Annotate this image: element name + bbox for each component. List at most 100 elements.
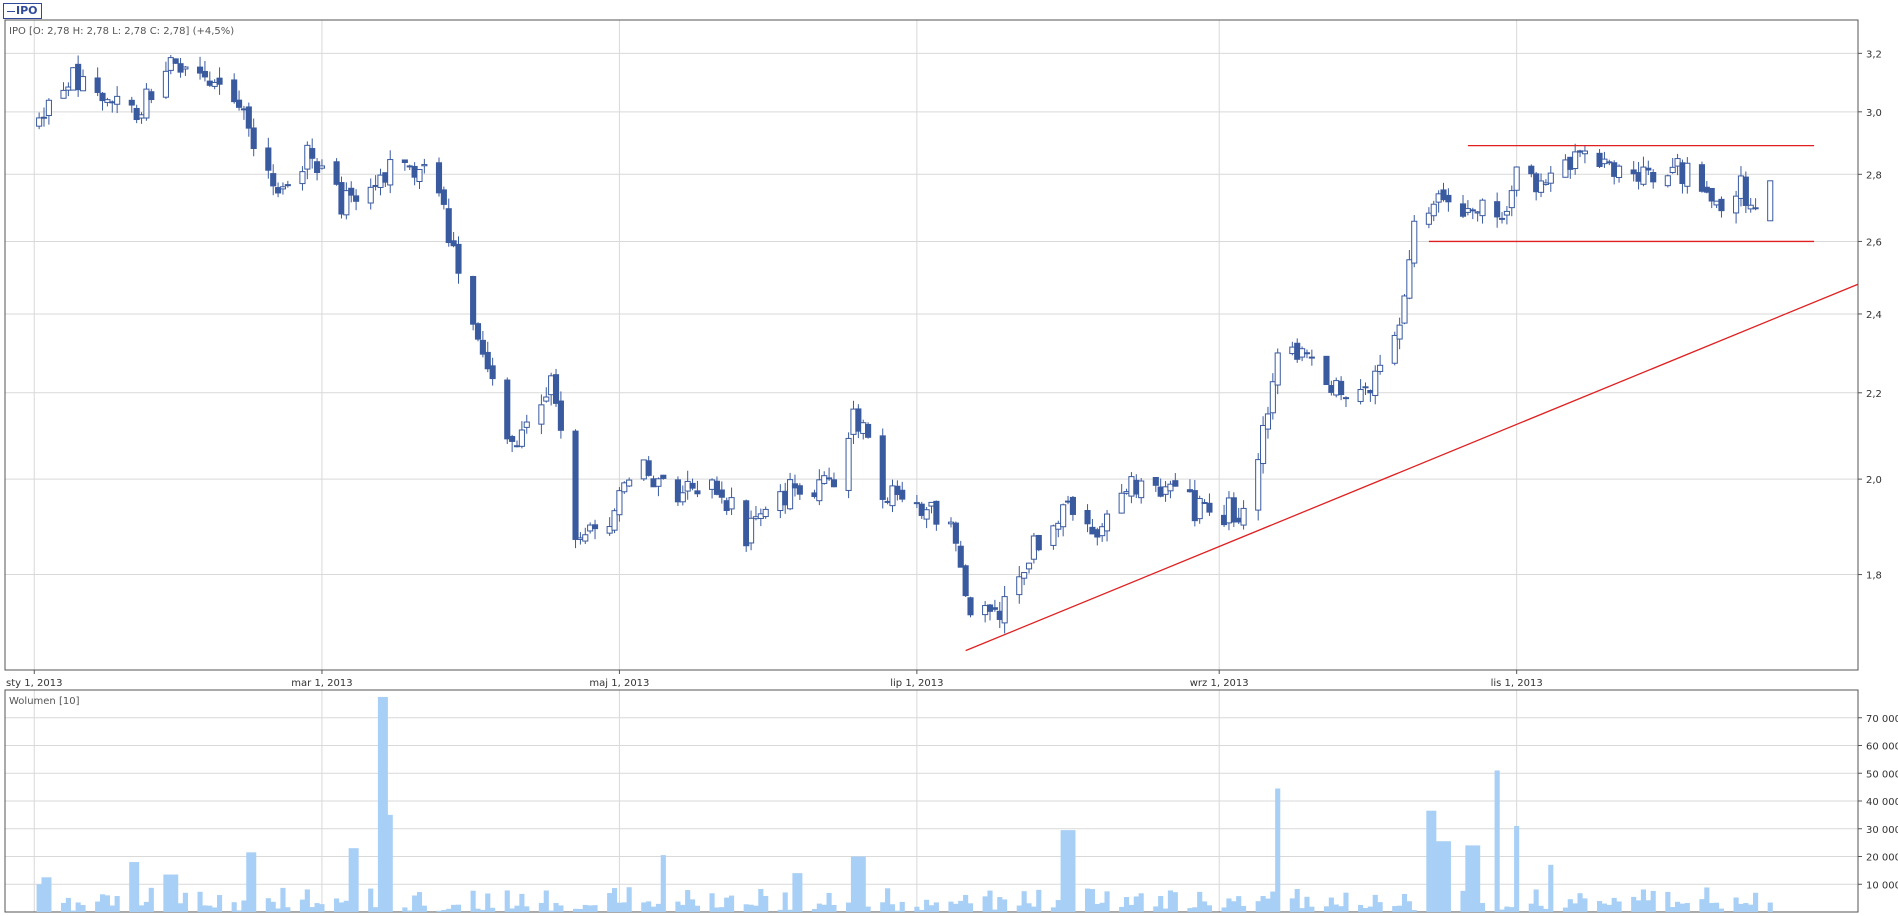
candle-down xyxy=(479,339,486,355)
candle-up xyxy=(982,605,989,616)
volume-bar xyxy=(202,905,208,912)
candle-down xyxy=(1630,169,1637,175)
candle-up xyxy=(162,70,169,98)
candle-down xyxy=(1362,386,1369,389)
volume-bar xyxy=(343,900,349,912)
volume-bar xyxy=(334,898,340,912)
candle-up xyxy=(679,492,686,503)
candle-up xyxy=(518,429,525,447)
volume-bar xyxy=(41,877,47,912)
candle-up xyxy=(928,501,935,507)
candle-down xyxy=(1611,162,1618,177)
candle-down xyxy=(201,70,208,78)
candle-down xyxy=(1342,397,1350,400)
volume-bar xyxy=(1596,901,1603,912)
volume-bar xyxy=(646,901,652,912)
volume-bar xyxy=(1367,906,1373,912)
volume-bar xyxy=(865,906,871,912)
candle-up xyxy=(167,57,174,71)
volume-bar xyxy=(729,895,735,912)
candle-down xyxy=(645,460,652,476)
legend-box[interactable]: IPO xyxy=(3,3,42,19)
candle-down xyxy=(489,365,496,380)
candle-up xyxy=(1167,483,1174,492)
candle-up xyxy=(1562,159,1569,178)
volume-bar xyxy=(1504,906,1510,912)
candle-up xyxy=(1269,381,1276,414)
candle-up xyxy=(1128,476,1135,497)
candle-down xyxy=(1645,167,1652,171)
candle-up xyxy=(1542,182,1549,185)
candle-up xyxy=(1767,180,1774,222)
candle-up xyxy=(343,190,350,216)
candle-down xyxy=(1708,187,1715,202)
candle-down xyxy=(245,106,252,129)
volume-bar xyxy=(967,903,974,912)
volume-bar xyxy=(1167,890,1173,912)
candle-up xyxy=(1060,504,1067,528)
candle-up xyxy=(616,490,623,516)
candle-up xyxy=(1377,364,1384,372)
candle-down xyxy=(99,92,106,102)
volume-bar xyxy=(338,902,345,912)
volume-bar xyxy=(373,907,379,912)
volume-bar xyxy=(182,892,188,912)
volume-bar xyxy=(1094,903,1100,912)
volume-bar xyxy=(1631,896,1637,912)
volume-bar xyxy=(275,908,281,912)
volume-bar xyxy=(1543,908,1549,912)
candle-down xyxy=(694,490,701,495)
candle-down xyxy=(94,77,101,93)
volume-bar xyxy=(519,893,525,912)
candle-down xyxy=(996,610,1003,620)
candle-down xyxy=(411,165,418,178)
candle-down xyxy=(333,161,340,185)
volume-bar xyxy=(1343,892,1349,912)
volume-bar xyxy=(168,874,174,912)
price-tick-label: 2,2 xyxy=(1866,389,1882,400)
candle-down xyxy=(265,147,272,171)
volume-bar xyxy=(353,848,359,912)
volume-bar xyxy=(709,893,715,912)
candle-down xyxy=(1703,186,1710,193)
candle-down xyxy=(1191,490,1198,522)
candle-up xyxy=(816,479,823,502)
volume-bar xyxy=(816,903,822,912)
volume-bar xyxy=(855,856,861,912)
candle-down xyxy=(474,323,482,340)
volume-tick-label: 10 000 xyxy=(1866,880,1898,891)
volume-bar xyxy=(1401,894,1408,912)
candle-up xyxy=(1016,576,1023,596)
candle-up xyxy=(318,165,326,169)
candle-up xyxy=(1503,210,1510,216)
volume-bar xyxy=(1050,907,1056,912)
candle-down xyxy=(513,445,521,448)
volume-bar xyxy=(485,893,491,912)
volume-bar xyxy=(1748,904,1754,912)
volume-bar xyxy=(626,887,632,912)
candle-down xyxy=(314,161,321,173)
volume-bar xyxy=(1636,900,1642,912)
candle-up xyxy=(728,497,735,510)
candle-up xyxy=(1357,388,1364,402)
volume-bar xyxy=(60,902,67,912)
candle-up xyxy=(299,171,306,185)
candle-down xyxy=(791,483,799,489)
volume-bar xyxy=(1470,845,1476,912)
candle-down xyxy=(250,127,257,150)
candle-down xyxy=(674,479,681,503)
candle-up xyxy=(709,479,716,490)
candle-down xyxy=(1459,203,1467,217)
candle-up xyxy=(182,66,189,70)
x-tick-label: wrz 1, 2013 xyxy=(1190,678,1249,689)
candle-up xyxy=(1123,491,1130,494)
volume-bar xyxy=(763,895,769,912)
volume-bar xyxy=(797,873,803,912)
volume-bar xyxy=(99,894,106,912)
candle-up xyxy=(587,524,594,532)
volume-bar xyxy=(475,908,481,912)
volume-bar xyxy=(558,905,564,912)
volume-bar xyxy=(490,907,496,912)
volume-bar xyxy=(446,908,452,912)
